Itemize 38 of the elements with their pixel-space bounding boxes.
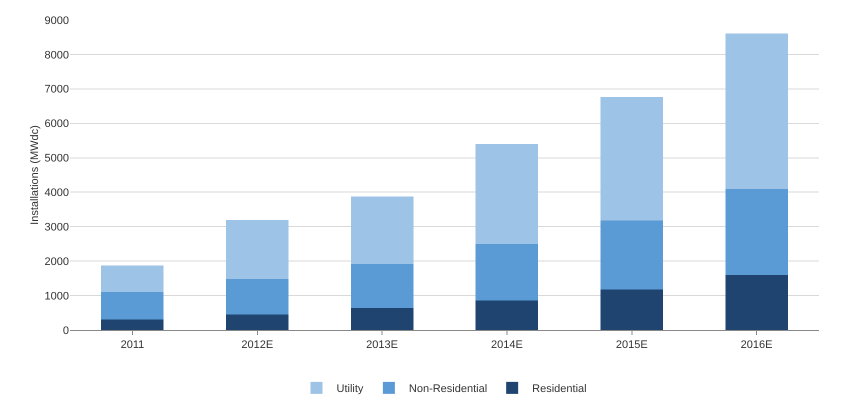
bar (350, 264, 414, 308)
x-tick-label: 2014E (491, 339, 523, 352)
x-tick-label: 2013E (366, 339, 398, 352)
bar (600, 220, 663, 290)
x-tick-label: 2012E (241, 339, 274, 352)
y-tick-label: 3000 (44, 222, 69, 234)
y-tick-label: 6000 (44, 118, 69, 130)
bar (350, 196, 414, 264)
y-tick-label: 1000 (44, 290, 69, 302)
y-tick-label: 9000 (44, 14, 69, 27)
bar (101, 292, 164, 320)
y-tick-label: 2000 (44, 256, 69, 268)
legend-label: Residential (532, 383, 587, 396)
y-tick-label: 4000 (44, 187, 69, 200)
legend-label: Non-Residential (408, 383, 488, 396)
bar (226, 279, 288, 314)
bar (476, 244, 538, 300)
bar (725, 189, 788, 276)
bar (600, 290, 663, 330)
bar (476, 144, 538, 244)
y-tick-label: 7000 (44, 84, 69, 96)
bar (101, 320, 164, 330)
y-tick-label: 5000 (44, 152, 69, 165)
y-axis-title: Installations (MWdc) (29, 125, 41, 225)
legend-label: Utility (336, 383, 364, 396)
x-tick-label: 2015E (616, 339, 648, 352)
x-tick-label: 2016E (740, 339, 772, 352)
bar (226, 220, 288, 280)
bar (350, 308, 414, 330)
bar (600, 96, 663, 220)
bar (101, 266, 164, 292)
bar (725, 33, 788, 190)
y-tick-label: 0 (62, 324, 69, 337)
x-tick-label: 2011 (120, 339, 144, 352)
y-tick-label: 8000 (44, 49, 69, 62)
bar (725, 275, 788, 330)
bar (476, 300, 538, 330)
bar (226, 314, 288, 330)
